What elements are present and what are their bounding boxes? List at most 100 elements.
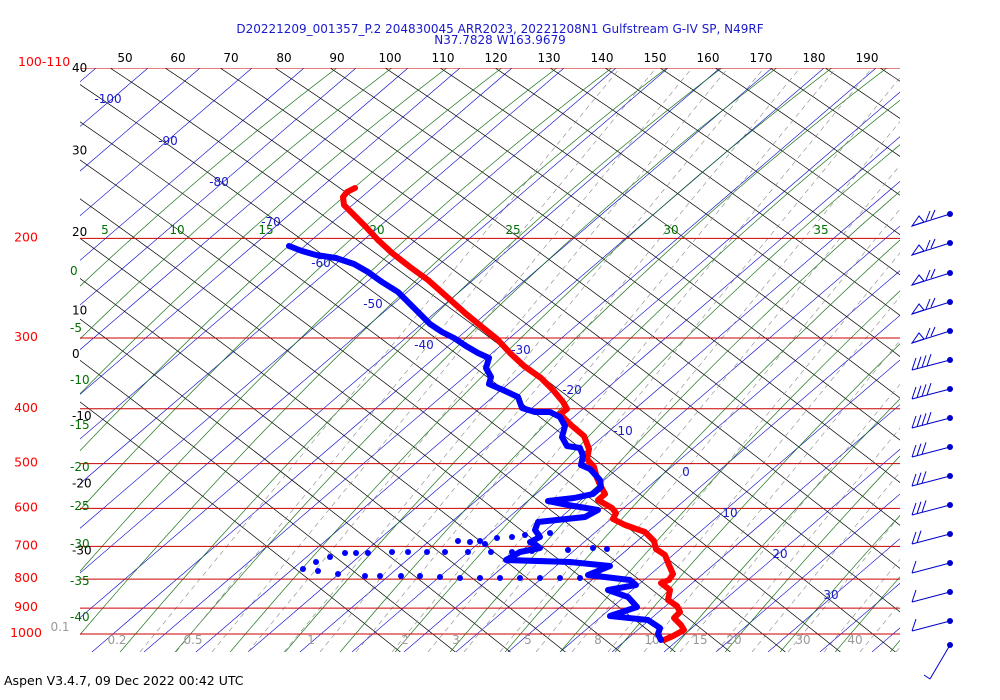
- dewpoint-point: [335, 571, 341, 577]
- moist-adiabat-line: [669, 398, 900, 652]
- dewpoint-point: [494, 535, 500, 541]
- mixing-ratio-line: [968, 68, 1000, 652]
- wind-barb: [911, 382, 953, 400]
- wind-barb-flag: [910, 215, 925, 227]
- mixing-ratio-label: 10: [644, 633, 659, 647]
- wind-barb-feather: [921, 471, 927, 484]
- wind-barb-feather: [921, 384, 927, 397]
- mixing-ratio-label: 0.2: [107, 633, 126, 647]
- dry-adiabat-line: [549, 68, 900, 316]
- moist-adiabat-line: [614, 343, 900, 652]
- sounding-traces: [286, 185, 687, 643]
- mixing-ratio-line: [715, 427, 900, 652]
- wind-barb-staff: [911, 620, 951, 632]
- moist-adiabat-line: [449, 190, 900, 652]
- dry-adiabat-line: [80, 278, 566, 652]
- moist-adiabat-line: [80, 68, 558, 511]
- wind-barb: [910, 297, 953, 315]
- green-scale-label: -25: [70, 499, 90, 513]
- wind-barb-feather: [926, 382, 932, 396]
- moist-adiabat-line: [80, 68, 503, 452]
- dewpoint-point: [417, 573, 423, 579]
- isobar-label-900: 900: [14, 599, 38, 614]
- wind-barb-staff: [911, 504, 951, 516]
- wind-barb-feather: [911, 589, 917, 603]
- moist-adiabat-line: [80, 68, 668, 636]
- mixing-ratio-line: [391, 68, 873, 652]
- mixing-ratio-label: 5: [524, 633, 532, 647]
- dewpoint-point: [455, 538, 461, 544]
- dewpoint-point: [362, 573, 368, 579]
- mixing-ratio-label: 20: [726, 633, 741, 647]
- isotherm-label: -50: [363, 297, 383, 311]
- isotherm-label: -90: [158, 134, 178, 148]
- wind-barb-staff: [911, 417, 951, 429]
- green-scale-label: -15: [70, 418, 90, 432]
- theta-e-label: 15: [258, 223, 273, 237]
- top-temp-label: 130: [538, 51, 561, 65]
- mixing-ratio-line: [932, 68, 1000, 652]
- top-temp-label: 140: [591, 51, 614, 65]
- moist-adiabat-line: [80, 68, 393, 340]
- dry-adiabat-line: [879, 68, 900, 82]
- theta-e-label: 25: [505, 223, 520, 237]
- footer-version: Aspen V3.4.7, 09 Dec 2022 00:42 UTC: [4, 673, 244, 688]
- mixing-ratio-line: [859, 602, 900, 652]
- dewpoint-point: [300, 566, 306, 572]
- isotherm-line: [91, 68, 773, 652]
- wind-barb: [910, 209, 953, 227]
- dry-adiabat-line: [659, 68, 900, 236]
- dry-adiabat-line: [384, 68, 900, 441]
- wind-barb-feather: [930, 209, 936, 220]
- wind-barb-feather: [911, 560, 917, 574]
- temperature-trace: [340, 185, 687, 643]
- wind-barb-feather: [916, 472, 922, 485]
- isotherm-label: -40: [414, 338, 434, 352]
- wind-barb-feather: [911, 531, 917, 545]
- dry-adiabat-line: [80, 198, 676, 652]
- dewpoint-point: [509, 534, 515, 540]
- isotherm-line: [247, 91, 900, 652]
- dry-adiabat-line: [80, 401, 401, 652]
- top-temp-label: 50: [117, 51, 132, 65]
- dry-adiabat-line: [714, 68, 900, 196]
- height-label: 40: [72, 61, 87, 75]
- mixing-ratio-label: 30: [795, 633, 810, 647]
- mixing-ratio-label: 2: [401, 633, 409, 647]
- isotherm-label: -30: [511, 343, 531, 357]
- height-label: 20: [72, 225, 87, 239]
- green-scale-label: -10: [70, 373, 90, 387]
- top-temp-label: 70: [223, 51, 238, 65]
- mixing-ratio-label: 1: [307, 633, 315, 647]
- wind-barb: [910, 326, 953, 344]
- isotherm-label: -20: [562, 383, 582, 397]
- dewpoint-point: [465, 549, 471, 555]
- isotherm-line: [559, 359, 900, 652]
- isotherm-label: 30: [823, 588, 838, 602]
- wind-barb-feather: [930, 326, 936, 337]
- wind-barb: [911, 500, 953, 516]
- moist-adiabat-line: [779, 514, 900, 652]
- moist-adiabat-line: [174, 68, 778, 652]
- mixing-ratio-label: 15: [692, 633, 707, 647]
- dewpoint-point: [537, 575, 543, 581]
- dewpoint-point: [437, 574, 443, 580]
- wind-barb: [911, 618, 953, 632]
- wind-barb-feather: [925, 269, 931, 281]
- wind-barb-staff: [911, 591, 951, 603]
- wind-barb-feather: [925, 298, 931, 310]
- theta-e-label: 5: [101, 223, 109, 237]
- wind-barb-feather: [911, 415, 917, 429]
- height-label: -20: [72, 476, 92, 490]
- moist-adiabat-line: [229, 68, 833, 652]
- top-temp-label: 160: [697, 51, 720, 65]
- isotherm-label: 0: [682, 465, 690, 479]
- top-temp-label: 110: [432, 51, 455, 65]
- dewpoint-point: [590, 545, 596, 551]
- isotherm-line: [0, 68, 44, 652]
- wind-barb: [911, 471, 953, 487]
- grid-lines: [0, 68, 1000, 652]
- height-label: 30: [72, 144, 87, 158]
